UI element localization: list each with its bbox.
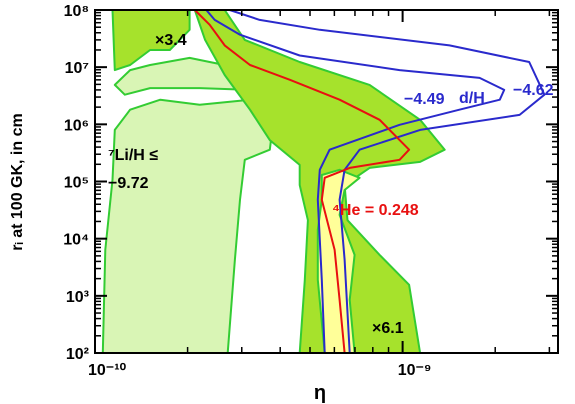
- y-tick-label: 10⁴: [63, 232, 89, 249]
- annotation: −4.62: [513, 82, 554, 99]
- annotation: ×6.1: [372, 320, 404, 337]
- x-axis-label: η: [314, 382, 326, 404]
- annotation: −9.72: [108, 175, 149, 192]
- y-tick-label: 10⁸: [64, 3, 89, 20]
- y-tick-label: 10⁵: [64, 175, 89, 192]
- annotation: ⁷Li/H ≤: [108, 147, 158, 164]
- y-tick-label: 10⁷: [65, 60, 89, 77]
- contour-region: [101, 98, 276, 354]
- y-tick-label: 10²: [66, 346, 89, 363]
- contour-line: [194, 9, 411, 354]
- contour-region: [111, 9, 191, 72]
- y-tick-label: 10³: [66, 289, 89, 306]
- annotation: ⁴He = 0.248: [332, 202, 419, 219]
- y-axis-label: rᵢ at 100 GK, in cm: [9, 113, 26, 250]
- contour-region: [316, 168, 361, 354]
- annotation: −4.49: [404, 91, 445, 108]
- annotation: d/H: [459, 90, 485, 107]
- x-tick-label: 10⁻¹⁰: [88, 362, 127, 379]
- contour-line: [205, 9, 506, 354]
- annotation: ×3.4: [155, 32, 187, 49]
- y-tick-label: 10⁶: [64, 117, 89, 134]
- contour-line: [229, 9, 546, 354]
- x-tick-label: 10⁻⁹: [398, 362, 432, 379]
